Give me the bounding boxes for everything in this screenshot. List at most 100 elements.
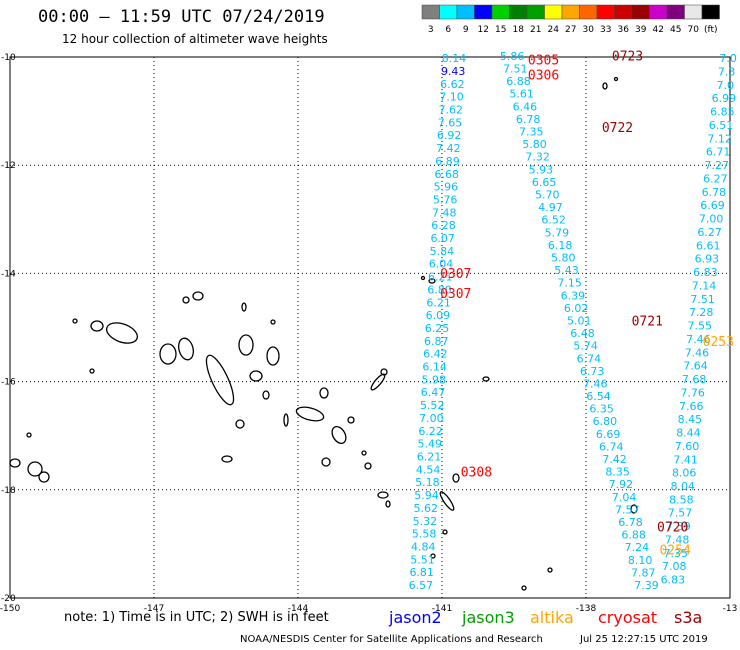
colorbar-swatch — [439, 4, 458, 20]
wave-height-value: 8.35 — [605, 466, 630, 479]
wave-height-value: 7.24 — [625, 541, 650, 554]
wave-height-value: 6.93 — [695, 253, 720, 266]
colorbar-legend: 3 6 9 12 15 18 21 24 27 30 33 36 39 42 45 70 (ft) — [421, 4, 720, 35]
wave-height-value: 6.46 — [513, 100, 538, 113]
wave-height-value: 5.18 — [415, 476, 440, 489]
wave-height-value: 7.0 — [716, 79, 734, 92]
wave-height-value: 6.54 — [586, 390, 611, 403]
wave-height-value: 5.49 — [418, 438, 443, 451]
colorbar-swatch — [544, 4, 563, 20]
wave-height-value: 6.69 — [596, 428, 621, 441]
colorbar-swatch — [526, 4, 545, 20]
island — [72, 318, 78, 324]
wave-height-value: 5.93 — [529, 163, 554, 176]
wave-height-value: 7.41 — [673, 453, 698, 466]
altimeter-tracks: 8.149.436.627.107.627.656.927.426.896.68… — [409, 50, 737, 592]
x-tick-label: -141 — [432, 604, 452, 614]
wave-height-value: 6.09 — [426, 309, 451, 322]
wave-height-value: 7.55 — [688, 320, 713, 333]
wave-height-value: 6.78 — [618, 516, 643, 529]
colorbar-swatch — [456, 4, 475, 20]
island — [439, 491, 455, 511]
wave-height-value: 6.83 — [693, 266, 718, 279]
wave-height-value: 5.32 — [413, 515, 438, 528]
pass-time-label: 0722 — [602, 121, 633, 136]
chart-subtitle: 12 hour collection of altimeter wave hei… — [62, 32, 328, 46]
y-tick-label: -18 — [1, 486, 16, 496]
island — [27, 461, 43, 477]
wave-height-value: 6.80 — [427, 283, 452, 296]
wave-height-value: 4.54 — [416, 463, 441, 476]
wave-height-value: 7.48 — [665, 533, 690, 546]
island — [319, 387, 329, 399]
wave-height-value: 6.87 — [424, 335, 449, 348]
legend-jason2: jason2 — [389, 608, 442, 627]
colorbar-label: 27 — [565, 25, 576, 35]
wave-height-value: 5.43 — [554, 264, 579, 277]
wave-height-value: 7.42 — [436, 142, 461, 155]
island — [266, 346, 280, 366]
colorbar-swatch — [596, 4, 615, 20]
wave-height-value: 6.27 — [703, 172, 728, 185]
legend-cryosat: cryosat — [598, 608, 658, 627]
island — [602, 82, 608, 90]
plot-frame — [9, 56, 731, 599]
wave-height-value: 6.21 — [417, 450, 442, 463]
pass-time-label: 0306 — [528, 68, 559, 83]
wave-height-value: 8.04 — [671, 480, 696, 493]
pass-time-label: 0307 — [440, 287, 471, 302]
colorbar-swatch — [649, 4, 668, 20]
colorbar-label: 24 — [548, 25, 560, 35]
y-tick-label: -10 — [1, 53, 16, 63]
plot-area: -150 -147 -144 -141 -138 -13 -10-12-14-16-18-… — [0, 49, 737, 614]
wave-height-value: 7.68 — [682, 373, 707, 386]
wave-height-value: 5.01 — [567, 314, 592, 327]
island — [361, 450, 367, 456]
wave-height-value: 6.88 — [621, 529, 646, 542]
wave-height-value: 5.62 — [413, 502, 438, 515]
wave-height-value: 7.0 — [719, 52, 737, 65]
colorbar-label: 18 — [513, 25, 525, 35]
generated-timestamp: Jul 25 12:27:15 UTC 2019 — [580, 634, 708, 645]
island — [385, 500, 391, 508]
legend-altika: altika — [530, 608, 574, 627]
pass-time-label: 0720 — [657, 521, 688, 536]
x-tick-label: -13 — [723, 604, 738, 614]
wave-height-value: 6.21 — [426, 296, 451, 309]
island — [613, 76, 619, 82]
wave-height-value: 6.27 — [697, 226, 722, 239]
wave-height-value: 7.14 — [692, 279, 717, 292]
island — [347, 416, 355, 424]
colorbar-swatch — [509, 4, 528, 20]
colorbar-swatch — [421, 4, 440, 20]
pass-time-label: 0307 — [440, 267, 471, 282]
wave-height-value: 5.70 — [535, 188, 560, 201]
wave-height-value: 7.51 — [690, 293, 715, 306]
credit-text: NOAA/NESDIS Center for Satellite Applica… — [240, 634, 543, 645]
colorbar-label: 6 — [445, 25, 451, 35]
colorbar-swatch — [579, 4, 598, 20]
wave-height-value: 7.60 — [675, 440, 700, 453]
wave-height-value: 6.85 — [710, 106, 735, 119]
island — [238, 334, 254, 356]
wave-height-value: 8.45 — [678, 413, 703, 426]
wave-height-value: 5.86 — [500, 50, 525, 63]
island — [331, 425, 347, 445]
wave-height-value: 6.42 — [423, 348, 448, 361]
wave-height-value: 7.35 — [663, 547, 688, 560]
wave-height-value: 6.78 — [702, 186, 727, 199]
wave-height-value: 6.22 — [418, 425, 443, 438]
island — [249, 370, 263, 382]
wave-height-value: 6.65 — [532, 176, 557, 189]
wave-height-value: 7.08 — [662, 560, 687, 573]
wave-height-value: 7.00 — [699, 213, 724, 226]
island — [430, 553, 436, 559]
colorbar-swatch — [614, 4, 633, 20]
island — [364, 462, 372, 470]
colorbar-swatch — [666, 4, 685, 20]
wave-height-value: 6.89 — [435, 155, 460, 168]
wave-height-value: 8.58 — [669, 493, 694, 506]
wave-height-value: 7.35 — [519, 126, 544, 139]
wave-height-value: 5.80 — [522, 138, 547, 151]
